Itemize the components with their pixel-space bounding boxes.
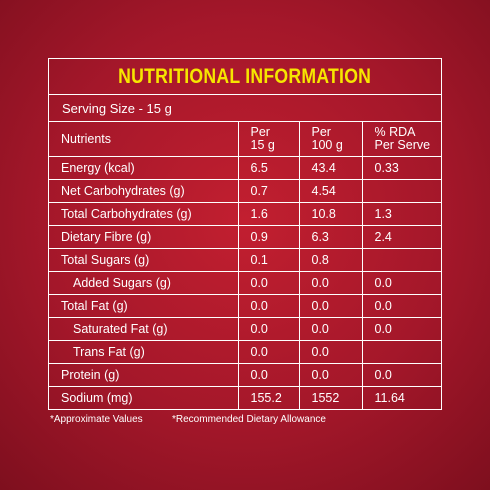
cell	[361, 248, 441, 272]
table-row: Total Carbohydrates (g) 1.6 10.8 1.3	[49, 202, 441, 226]
cell: 0.0	[361, 317, 441, 341]
cell: 2.4	[361, 225, 441, 249]
cell: 0.33	[361, 156, 441, 180]
table-row: Protein (g) 0.0 0.0 0.0	[49, 363, 441, 387]
nutrition-table: Nutrients Per 15 g Per 100 g% RDA Per Serv…	[49, 122, 441, 409]
cell	[361, 179, 441, 203]
footnote: *Recommended Dietary Allowance	[172, 414, 326, 425]
cell: % RDA Per Serve	[361, 122, 441, 157]
cell: 0.8	[298, 248, 363, 272]
cell	[361, 340, 441, 364]
cell: 0.0	[361, 294, 441, 318]
cell: 6.3	[298, 225, 363, 249]
cell: 0.0	[237, 271, 300, 295]
nutrient-name: Total Sugars (g)	[49, 248, 239, 272]
cell: 1.6	[237, 202, 300, 226]
table-row: Dietary Fibre (g) 0.9 6.3 2.4	[49, 225, 441, 249]
nutrient-name: Total Carbohydrates (g)	[49, 202, 239, 226]
cell: 1552	[298, 386, 363, 409]
cell: Per 100 g	[298, 122, 363, 157]
cell: 0.0	[237, 363, 300, 387]
cell: 0.0	[237, 340, 300, 364]
cell: 4.54	[298, 179, 363, 203]
cell: Per 15 g	[237, 122, 300, 157]
nutrition-panel: NUTRITIONAL INFORMATION Serving Size - 1…	[48, 58, 442, 410]
nutrient-name: Energy (kcal)	[49, 156, 239, 180]
cell: 155.2	[237, 386, 300, 409]
cell: 0.0	[298, 317, 363, 341]
cell: 0.0	[298, 340, 363, 364]
nutrient-name: Trans Fat (g)	[49, 340, 239, 364]
table-row: Saturated Fat (g) 0.0 0.0 0.0	[49, 317, 441, 341]
table-row: Trans Fat (g) 0.0 0.0	[49, 340, 441, 364]
cell: 0.0	[361, 363, 441, 387]
table-row: Net Carbohydrates (g) 0.7 4.54	[49, 179, 441, 203]
cell: 0.0	[298, 363, 363, 387]
footnote: *Approximate Values	[50, 414, 143, 425]
table-row: Total Fat (g) 0.0 0.0 0.0	[49, 294, 441, 318]
table-row: Energy (kcal) 6.5 43.4 0.33	[49, 156, 441, 180]
table-row: Sodium (mg) 155.2 1552 11.64	[49, 386, 441, 409]
nutrient-name: Nutrients	[49, 122, 239, 157]
cell: 0.0	[361, 271, 441, 295]
cell: 0.0	[237, 294, 300, 318]
cell: 0.0	[298, 294, 363, 318]
cell: 1.3	[361, 202, 441, 226]
nutrient-name: Total Fat (g)	[49, 294, 239, 318]
cell: 0.0	[298, 271, 363, 295]
cell: 10.8	[298, 202, 363, 226]
nutrient-name: Dietary Fibre (g)	[49, 225, 239, 249]
cell: 0.9	[237, 225, 300, 249]
title-bar: NUTRITIONAL INFORMATION	[49, 59, 441, 95]
nutrient-name: Sodium (mg)	[49, 386, 239, 409]
nutrient-name: Saturated Fat (g)	[49, 317, 239, 341]
nutrient-name: Net Carbohydrates (g)	[49, 179, 239, 203]
table-row: Added Sugars (g) 0.0 0.0 0.0	[49, 271, 441, 295]
nutrient-name: Protein (g)	[49, 363, 239, 387]
cell: 11.64	[361, 386, 441, 409]
table-row: Total Sugars (g) 0.1 0.8	[49, 248, 441, 272]
serving-size: Serving Size - 15 g	[49, 95, 441, 122]
nutrient-name: Added Sugars (g)	[49, 271, 239, 295]
header-row: Nutrients Per 15 g Per 100 g% RDA Per Serv…	[49, 122, 441, 157]
cell: 0.0	[237, 317, 300, 341]
cell: 0.1	[237, 248, 300, 272]
title: NUTRITIONAL INFORMATION	[118, 64, 372, 88]
cell: 0.7	[237, 179, 300, 203]
cell: 6.5	[237, 156, 300, 180]
cell: 43.4	[298, 156, 363, 180]
